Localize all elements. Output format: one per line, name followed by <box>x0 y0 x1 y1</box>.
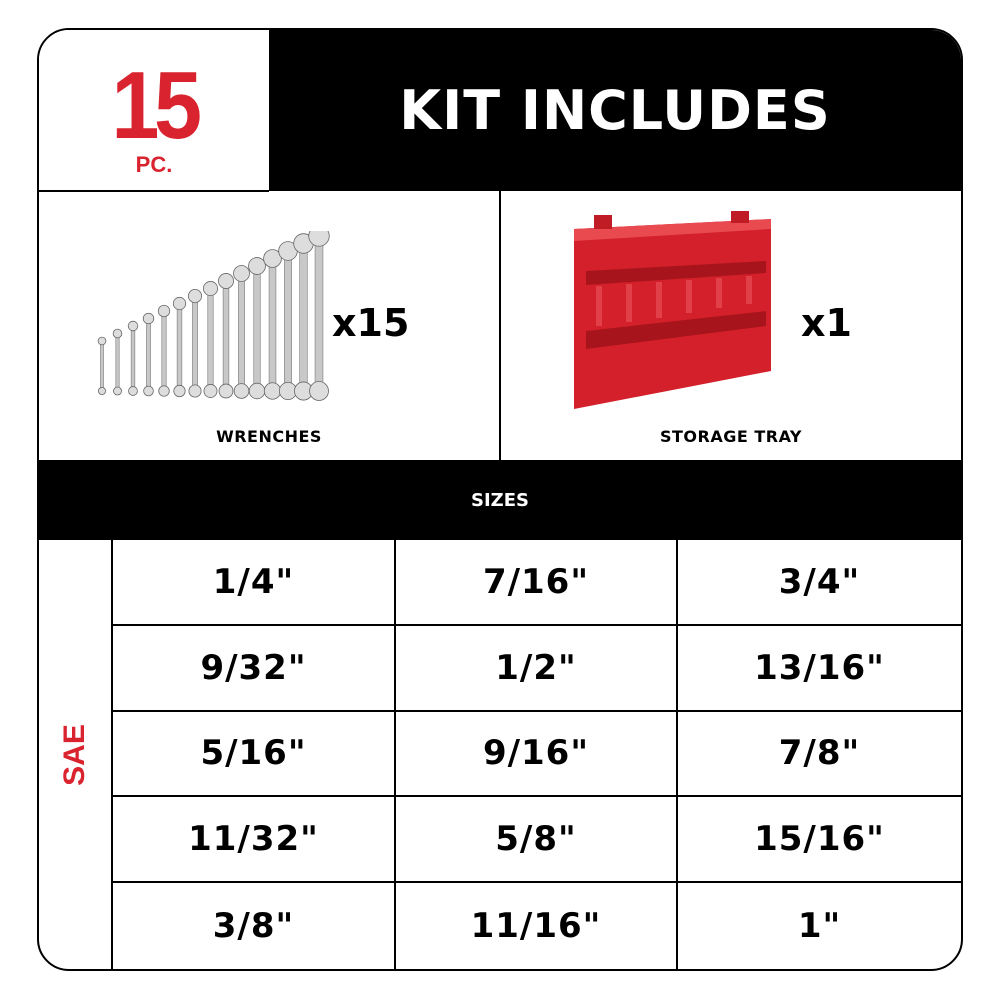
wrench-icon <box>293 233 314 401</box>
wrench-icon <box>203 281 218 398</box>
wrench-icon <box>233 265 250 399</box>
size-cell: 9/32" <box>113 625 396 712</box>
size-cell: 1/2" <box>396 625 678 712</box>
item-quantity: x15 <box>332 301 410 345</box>
wrench-icon <box>187 288 203 398</box>
size-cell: 3/8" <box>113 883 396 969</box>
size-cell: 15/16" <box>678 797 961 884</box>
size-cell: 3/4" <box>678 540 961 626</box>
size-cell: 11/16" <box>396 883 678 969</box>
wrench-icon <box>142 312 155 397</box>
wrench-icon <box>218 273 234 399</box>
size-cell: 7/8" <box>678 712 961 798</box>
wrench-icon <box>263 249 282 400</box>
wrench-icon <box>308 231 330 401</box>
wrench-icon <box>278 241 298 401</box>
storage-tray-icon <box>574 211 771 409</box>
size-cell: 9/16" <box>396 711 678 798</box>
panel-title: KIT INCLUDES <box>269 30 961 191</box>
item-label: STORAGE TRAY <box>659 427 803 446</box>
wrench-icon <box>127 320 139 396</box>
sae-label: SAE <box>58 723 91 786</box>
size-cell: 5/16" <box>113 711 396 798</box>
wrench-icon <box>97 336 107 395</box>
item-wrenches: x15 WRENCHES <box>39 191 501 460</box>
piece-count-number: 15 <box>111 52 202 159</box>
sizes-header: SIZES <box>39 460 961 540</box>
size-cell: 1" <box>797 906 842 947</box>
piece-count-unit: PC. <box>135 152 173 177</box>
included-items: x15 WRENCHES x1 STORAGE TRAY <box>39 191 961 460</box>
size-cell: 5/8" <box>396 797 678 884</box>
size-cell: 7/16" <box>396 540 678 626</box>
wrench-set-icon <box>97 231 330 401</box>
sae-label-column: SAE <box>39 540 113 969</box>
wrench-icon <box>157 304 171 397</box>
item-storage-tray: x1 STORAGE TRAY <box>501 191 961 460</box>
kit-includes-panel: 15 PC. KIT INCLUDES x15 WRENCHES x1 STOR… <box>37 28 963 971</box>
item-quantity: x1 <box>801 301 852 345</box>
wrench-icon <box>248 257 266 400</box>
wrench-icon <box>112 328 123 396</box>
size-cell: 13/16" <box>678 626 961 712</box>
item-label: WRENCHES <box>216 427 322 446</box>
size-cell: 11/32" <box>113 797 396 884</box>
size-cell: 1/4" <box>113 540 396 626</box>
piece-count: 15 PC. <box>39 30 269 192</box>
sizes-table: 1/4" 7/16" 3/4" 9/32" 1/2" 13/16" 5/16" 9/16" 7/… <box>113 540 961 969</box>
wrench-icon <box>172 296 187 398</box>
